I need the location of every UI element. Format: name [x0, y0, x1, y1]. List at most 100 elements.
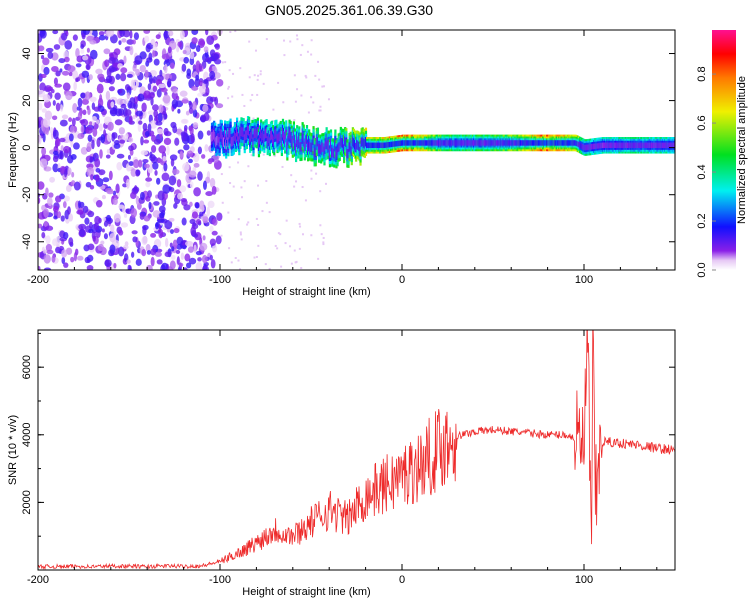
noise-blob: [179, 151, 184, 159]
noise-speck: [253, 256, 256, 259]
noise-speck: [239, 233, 242, 236]
noise-blob: [55, 195, 62, 203]
noise-blob: [143, 90, 151, 99]
noise-blob: [195, 219, 202, 225]
noise-blob: [209, 70, 216, 80]
plot-frame: [37, 29, 676, 271]
noise-speck: [230, 261, 233, 264]
noise-blob: [141, 109, 147, 119]
noise-speck: [279, 233, 282, 236]
noise-blob: [153, 58, 160, 66]
y-tick-label: 20: [21, 94, 33, 106]
noise-speck: [289, 245, 292, 248]
noise-blob: [153, 109, 159, 118]
noise-blob: [110, 34, 118, 44]
x-tick-label: -100: [209, 274, 231, 286]
noise-blob: [89, 49, 98, 60]
noise-blob: [202, 79, 209, 84]
noise-blob: [108, 56, 116, 64]
noise-speck: [248, 40, 251, 43]
noise-blob: [139, 51, 147, 60]
noise-blob: [53, 77, 58, 86]
noise-speck: [237, 161, 240, 164]
noise-blob: [123, 55, 127, 64]
noise-blob: [103, 220, 109, 227]
noise-blob: [177, 192, 184, 200]
noise-blob: [158, 145, 167, 154]
noise-speck: [322, 241, 325, 244]
noise-blob: [191, 85, 199, 91]
noise-speck: [259, 73, 262, 76]
noise-blob: [195, 261, 203, 270]
noise-speck: [234, 256, 237, 259]
noise-speck: [293, 185, 296, 188]
noise-blob: [164, 219, 173, 230]
noise-speck: [307, 111, 310, 114]
noise-blob: [152, 210, 161, 218]
noise-blob: [153, 138, 161, 145]
noise-speck: [228, 247, 231, 250]
noise-blob: [119, 89, 123, 94]
noise-blob: [87, 243, 95, 251]
noise-blob: [212, 218, 218, 226]
y-tick-label: -20: [21, 187, 33, 203]
noise-blob: [176, 243, 183, 250]
noise-blob: [125, 178, 130, 189]
noise-blob: [92, 127, 98, 137]
noise-blob: [174, 137, 180, 146]
noise-speck: [265, 201, 268, 204]
noise-blob: [189, 101, 193, 110]
noise-blob: [45, 225, 54, 231]
noise-blob: [177, 108, 181, 114]
noise-blob: [59, 119, 68, 127]
noise-blob: [128, 115, 133, 125]
noise-speck: [298, 222, 301, 225]
noise-blob: [167, 30, 174, 37]
noise-blob: [87, 134, 93, 142]
colorbar-tick-label: 0.8: [696, 66, 708, 81]
noise-blob: [164, 251, 172, 258]
noise-speck: [243, 180, 246, 183]
noise-blob: [39, 158, 48, 168]
noise-blob: [51, 115, 58, 121]
noise-blob: [91, 116, 97, 122]
noise-blob: [192, 101, 197, 111]
noise-blob: [67, 167, 72, 176]
noise-blob: [41, 231, 46, 239]
noise-blob: [170, 85, 178, 93]
noise-speck: [262, 82, 265, 85]
noise-blob: [216, 212, 223, 222]
noise-blob: [190, 226, 197, 237]
noise-blob: [118, 108, 125, 116]
noise-blob: [61, 114, 69, 120]
noise-blob: [168, 217, 175, 222]
noise-speck: [310, 177, 313, 180]
noise-blob: [161, 172, 170, 182]
noise-blob: [182, 49, 187, 55]
noise-blob: [110, 224, 115, 233]
noise-speck: [320, 233, 323, 236]
noise-blob: [38, 181, 45, 190]
noise-blob: [199, 40, 206, 46]
noise-speck: [280, 265, 283, 268]
noise-blob: [206, 130, 211, 136]
noise-blob: [71, 117, 76, 127]
noise-blob: [89, 185, 95, 190]
noise-speck: [231, 95, 234, 98]
noise-blob: [144, 69, 149, 78]
noise-blob: [77, 97, 83, 108]
noise-blob: [168, 175, 177, 186]
noise-blob: [180, 131, 187, 137]
noise-blob: [163, 30, 168, 41]
noise-blob: [214, 96, 219, 106]
noise-blob: [189, 218, 196, 225]
noise-blob: [44, 110, 53, 121]
noise-blob: [121, 38, 127, 43]
noise-blob: [156, 259, 163, 265]
noise-blob: [80, 146, 88, 155]
noise-blob: [73, 181, 81, 191]
noise-blob: [162, 94, 171, 104]
noise-speck: [273, 154, 276, 157]
noise-blob: [128, 265, 132, 270]
noise-blob: [157, 190, 165, 201]
